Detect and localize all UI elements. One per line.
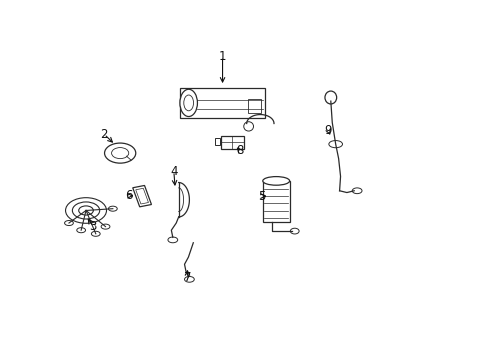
Text: 1: 1: [218, 50, 226, 63]
Bar: [220, 135, 244, 149]
Ellipse shape: [91, 231, 100, 236]
Bar: [180, 87, 264, 118]
Ellipse shape: [108, 206, 117, 211]
Ellipse shape: [180, 89, 197, 117]
Text: 4: 4: [170, 165, 177, 177]
Ellipse shape: [104, 143, 136, 163]
Ellipse shape: [65, 198, 106, 223]
Ellipse shape: [79, 206, 93, 215]
Ellipse shape: [351, 188, 361, 194]
Bar: [132, 185, 151, 207]
Ellipse shape: [184, 276, 194, 282]
Bar: [136, 188, 148, 204]
Text: 5: 5: [257, 190, 264, 203]
Ellipse shape: [167, 237, 177, 243]
Ellipse shape: [183, 95, 193, 111]
Text: 7: 7: [183, 271, 191, 284]
Ellipse shape: [64, 221, 73, 226]
Ellipse shape: [262, 177, 289, 185]
Bar: [262, 181, 289, 222]
Ellipse shape: [111, 148, 128, 159]
Ellipse shape: [325, 91, 336, 104]
Ellipse shape: [290, 228, 299, 234]
Bar: [214, 138, 219, 145]
Text: 2: 2: [100, 127, 107, 141]
Ellipse shape: [244, 122, 253, 131]
Ellipse shape: [101, 224, 110, 229]
Bar: [248, 99, 260, 113]
Text: 6: 6: [124, 189, 132, 202]
Ellipse shape: [72, 202, 100, 219]
Ellipse shape: [328, 140, 342, 148]
Ellipse shape: [77, 228, 85, 233]
Text: 3: 3: [89, 220, 97, 233]
Text: 9: 9: [324, 124, 331, 137]
Text: 8: 8: [235, 144, 243, 157]
